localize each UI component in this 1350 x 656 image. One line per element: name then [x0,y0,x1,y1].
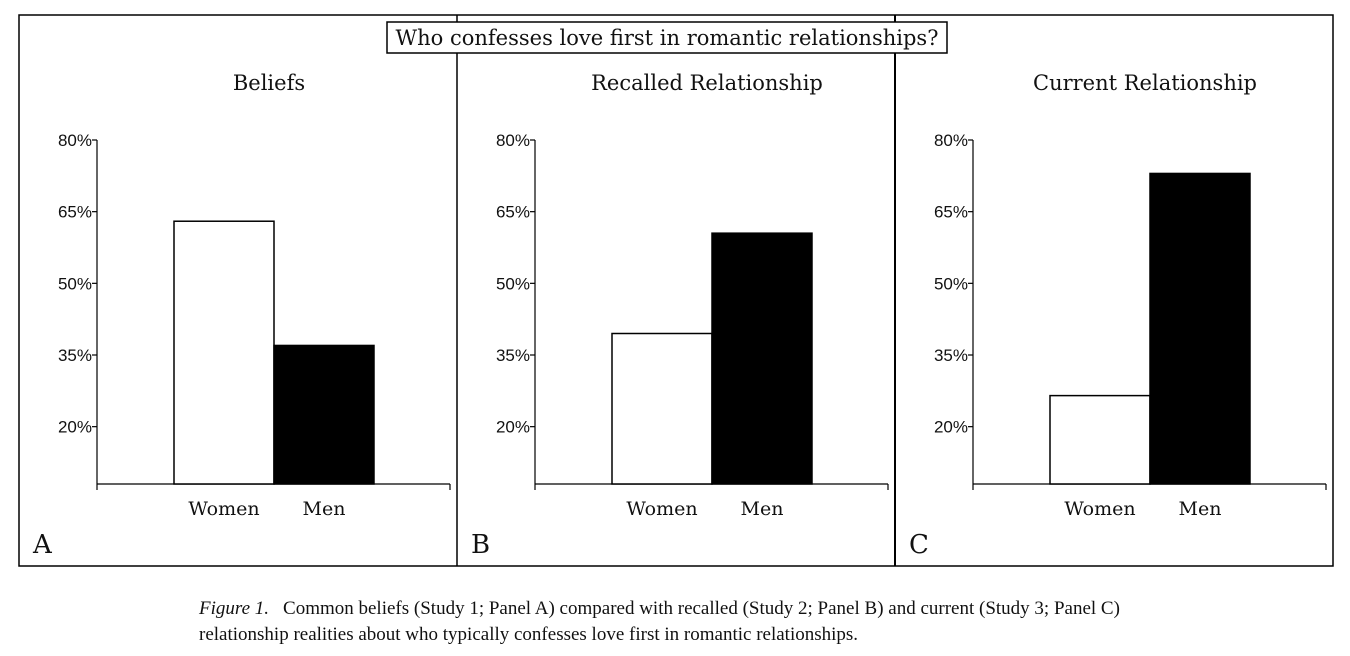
caption-label: Figure 1. [199,598,270,619]
panel-c-y-tick-label: 80% [934,131,968,150]
panel-c-y-tick-label: 35% [934,346,968,365]
figure-frame [18,14,1334,567]
panel-a-bar-women [173,220,275,485]
panel-a-y-tick-label: 65% [58,203,92,222]
panel-a-y-tick-label: 35% [58,346,92,365]
panel-b-title: Recalled Relationship [591,71,823,95]
super-title-box [386,21,948,54]
panel-a-y-tick-label: 20% [58,418,92,437]
caption-text: Common beliefs (Study 1; Panel A) compar… [199,598,1120,645]
panel-c-y-tick-label: 50% [934,274,968,293]
panel-c-letter: C [909,530,929,560]
panel-c-y-tick-label: 20% [934,418,968,437]
panel-a-y-tick-label: 50% [58,274,92,293]
panel-c-y-tick-label: 65% [934,203,968,222]
figure-svg: Beliefs 80% 65% 50% 35% 20% Women Men A Recalled … [18,14,1334,567]
panel-b-category-label: Men [741,498,784,520]
panel-b-y-tick-label: 50% [496,274,530,293]
panel-a-y-tick-label: 80% [58,131,92,150]
panels: Beliefs 80% 65% 50% 35% 20% Women Men A Recalled … [32,71,1327,560]
panel-c-category-label: Men [1179,498,1222,520]
super-title: Who confesses love first in romantic rel… [396,26,939,50]
figure-caption: Figure 1. Common beliefs (Study 1; Panel … [199,596,1199,648]
panel-b-bar-men [711,232,813,485]
panel-b-y-tick-label: 35% [496,346,530,365]
panel-a-letter: A [32,530,53,560]
panel-a-title: Beliefs [233,71,305,95]
panel-b-y-tick-label: 20% [496,418,530,437]
panel-c-title: Current Relationship [1033,71,1257,95]
panel-b-y-tick-label: 80% [496,131,530,150]
panel-a-bar-men [273,344,375,485]
panel-a-category-label: Men [303,498,346,520]
panel-b-bar-women [611,332,713,485]
panel-c-bar-women [1049,394,1151,485]
panel-b-category-label: Women [626,498,697,520]
panel-c-category-label: Women [1064,498,1135,520]
panel-a-category-label: Women [188,498,259,520]
panel-c-bar-men [1149,172,1251,485]
panel-b-letter: B [471,530,490,560]
panel-b-y-tick-label: 65% [496,203,530,222]
